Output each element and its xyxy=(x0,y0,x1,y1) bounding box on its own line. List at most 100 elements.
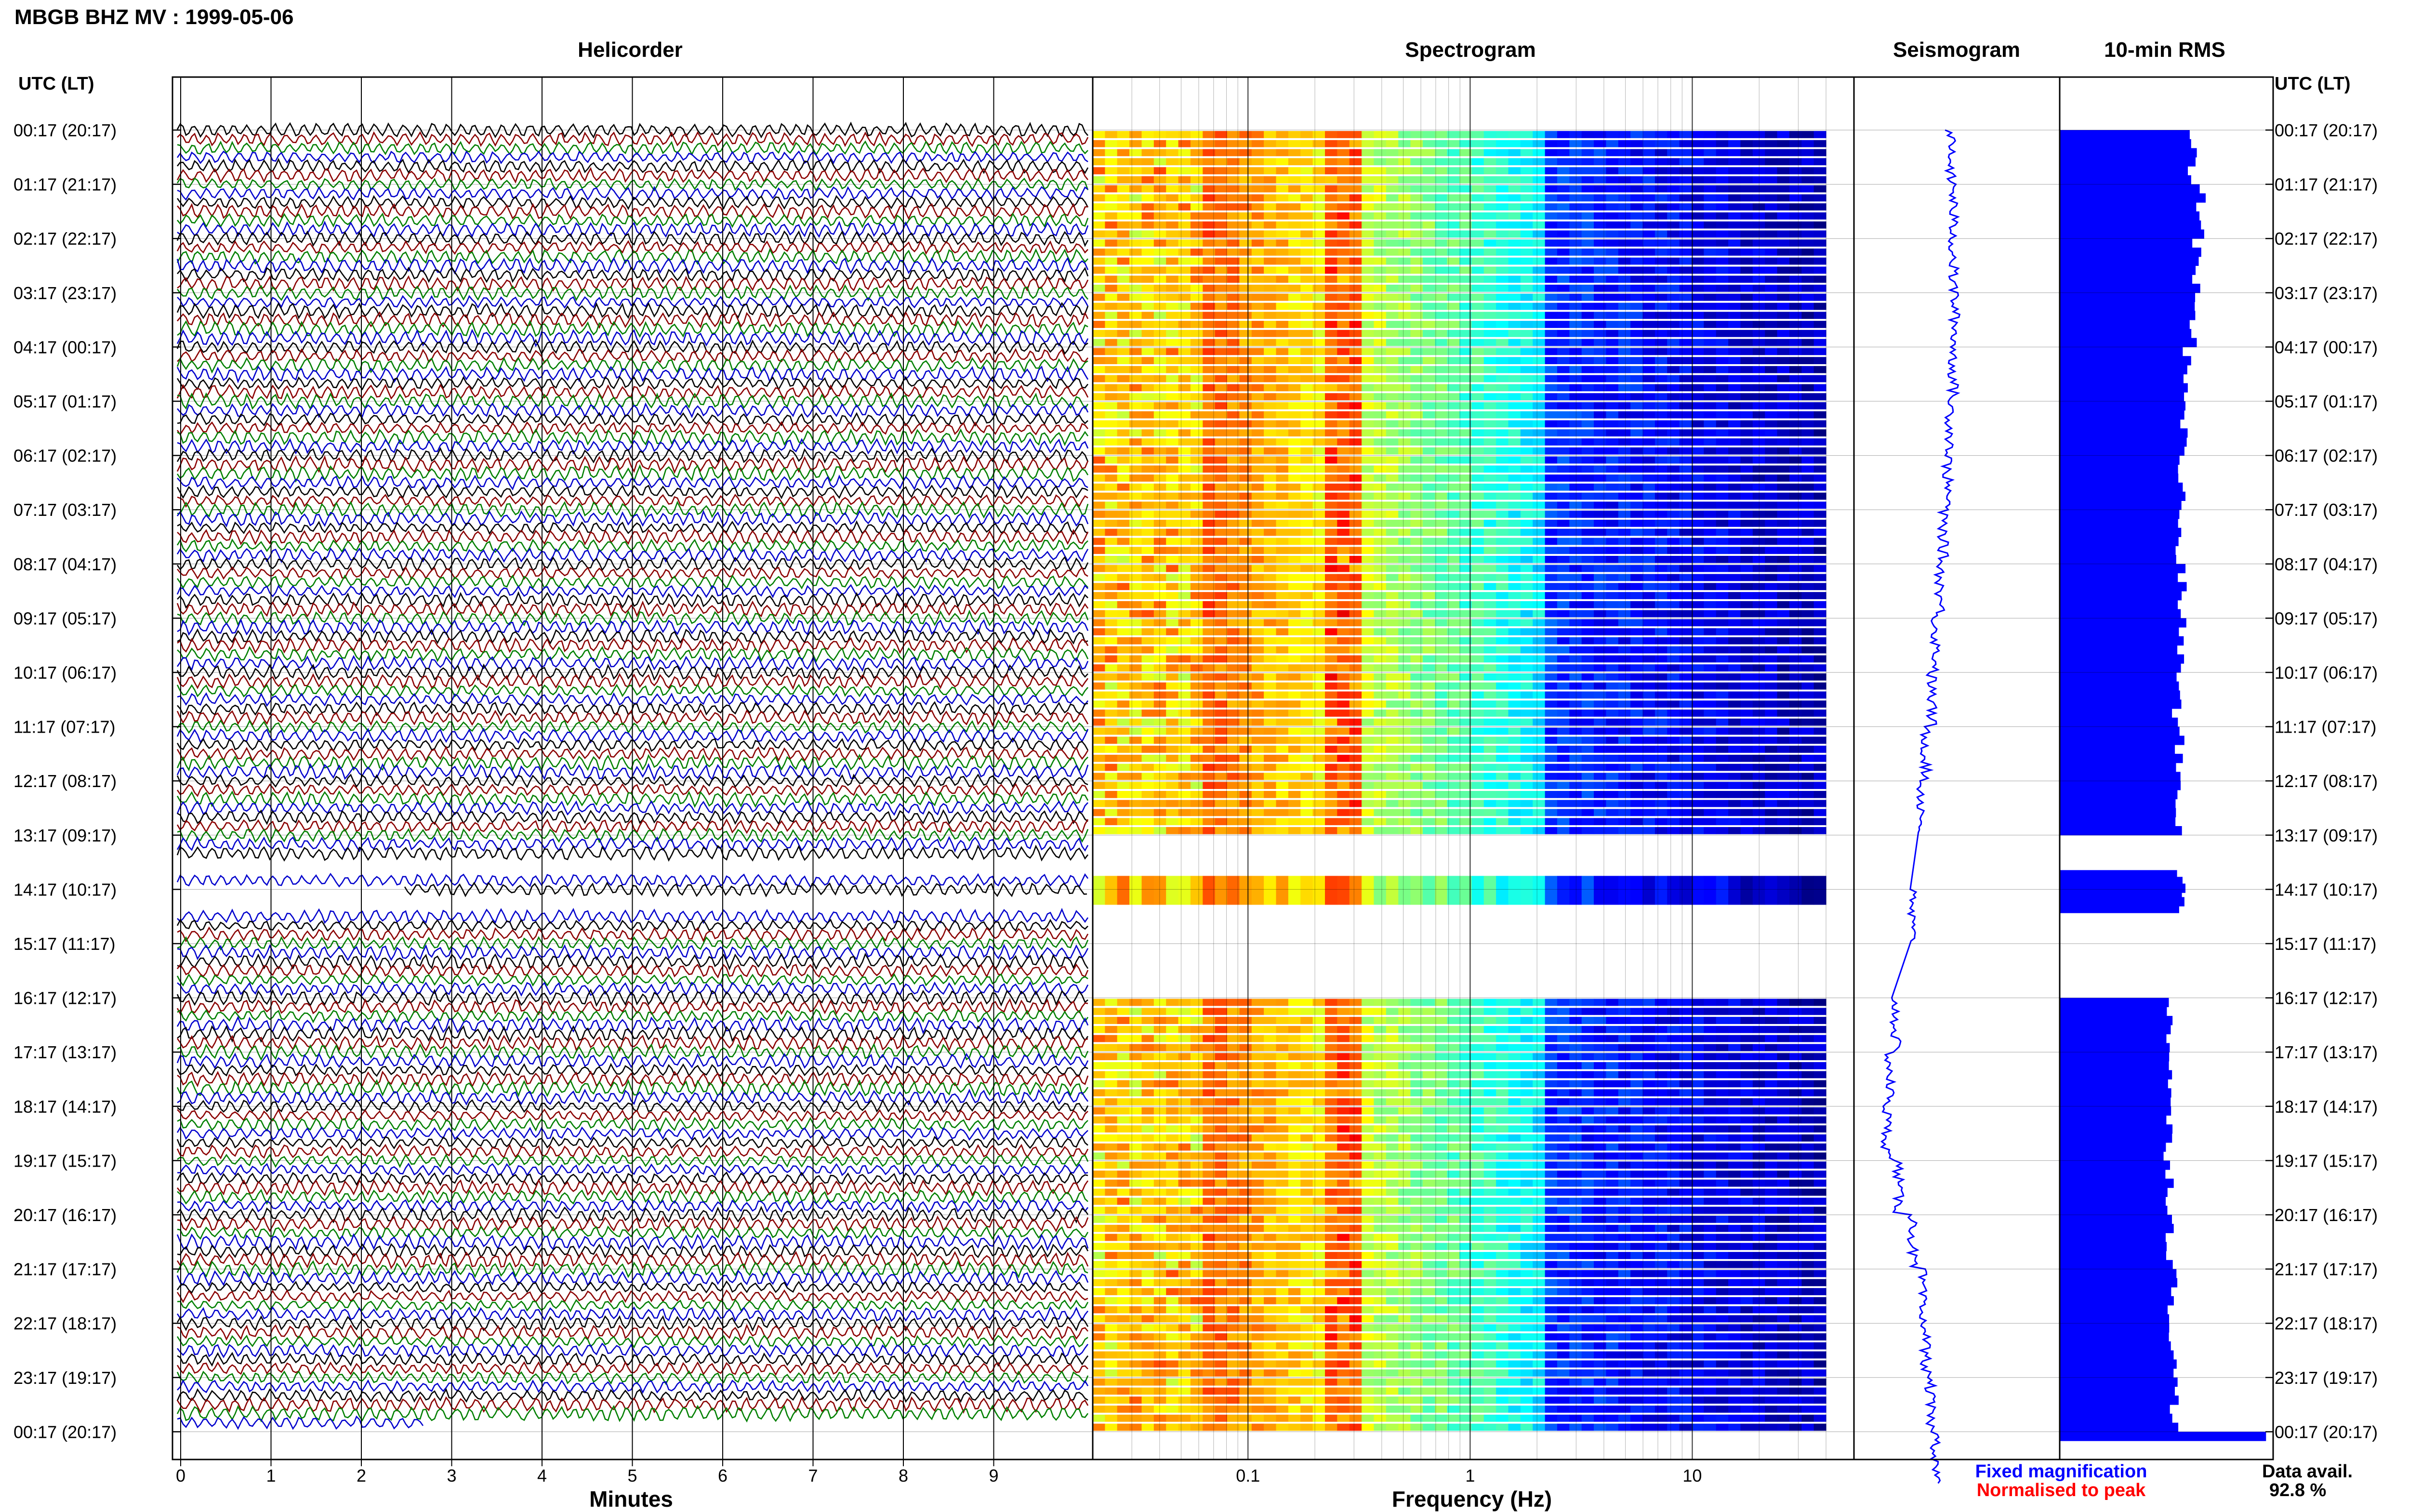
spectrogram-cell xyxy=(1300,375,1313,382)
spectrogram-cell xyxy=(1093,167,1105,174)
spectrogram-cell xyxy=(1496,348,1509,355)
spectrogram-cell xyxy=(1435,718,1448,726)
spectrogram-cell xyxy=(1471,754,1484,762)
spectrogram-cell xyxy=(1362,763,1375,771)
spectrogram-cell xyxy=(1374,384,1387,392)
spectrogram-cell xyxy=(1447,818,1460,826)
spectrogram-cell xyxy=(1545,773,1558,780)
spectrogram-cell xyxy=(1704,329,1717,337)
spectrogram-cell xyxy=(1362,827,1375,834)
spectrogram-cell xyxy=(1117,782,1130,789)
spectrogram-cell xyxy=(1129,610,1142,618)
spectrogram-cell xyxy=(1312,718,1325,726)
spectrogram-cell xyxy=(1227,411,1240,419)
spectrogram-cell xyxy=(1765,293,1778,301)
spectrogram-cell xyxy=(1459,293,1472,301)
spectrogram-cell xyxy=(1594,348,1606,355)
spectrogram-cell xyxy=(1227,791,1240,798)
spectrogram-cell xyxy=(1533,329,1546,337)
spectrogram-cell xyxy=(1203,185,1216,193)
spectrogram-cell xyxy=(1545,876,1558,905)
spectrogram-cell xyxy=(1349,429,1362,437)
spectrogram-cell xyxy=(1435,239,1448,247)
spectrogram-cell xyxy=(1215,754,1228,762)
spectrogram-cell xyxy=(1618,583,1631,591)
spectrogram-cell xyxy=(1483,827,1496,834)
spectrogram-cell xyxy=(1251,646,1264,654)
spectrogram-cell xyxy=(1740,293,1753,301)
spectrogram-cell xyxy=(1459,276,1472,283)
spectrogram-cell xyxy=(1251,664,1264,671)
spectrogram-cell xyxy=(1422,257,1435,265)
spectrogram-cell xyxy=(1765,818,1778,826)
spectrogram-cell xyxy=(1655,249,1668,256)
spectrogram-cell xyxy=(1642,601,1655,608)
spectrogram-cell xyxy=(1251,773,1264,780)
spectrogram-cell xyxy=(1288,492,1301,500)
spectrogram-cell xyxy=(1203,673,1216,681)
spectrogram-cell xyxy=(1337,366,1350,373)
spectrogram-cell xyxy=(1618,176,1631,184)
spectrogram-cell xyxy=(1618,194,1631,202)
spectrogram-cell xyxy=(1190,520,1203,527)
spectrogram-cell xyxy=(1752,547,1765,554)
spectrogram-cell xyxy=(1166,456,1179,464)
spectrogram-cell xyxy=(1398,339,1411,346)
spectrogram-cell xyxy=(1655,511,1668,518)
spectrogram-cell xyxy=(1374,393,1387,400)
spectrogram-cell xyxy=(1740,655,1753,663)
spectrogram-cell xyxy=(1190,673,1203,681)
spectrogram-cell xyxy=(1716,429,1729,437)
spectrogram-cell xyxy=(1752,483,1765,491)
spectrogram-cell xyxy=(1337,393,1350,400)
spectrogram-cell xyxy=(1166,321,1179,328)
spectrogram-cell xyxy=(1557,574,1570,581)
spectrogram-cell xyxy=(1349,682,1362,690)
spectrogram-cell xyxy=(1105,131,1118,138)
spectrogram-cell xyxy=(1435,673,1448,681)
spectrogram-cell xyxy=(1655,736,1668,744)
spectrogram-cell xyxy=(1630,646,1643,654)
spectrogram-cell xyxy=(1813,131,1827,138)
spectrogram-cell xyxy=(1569,474,1582,482)
spectrogram-cell xyxy=(1533,230,1546,238)
spectrogram-cell xyxy=(1789,185,1802,193)
spectrogram-cell xyxy=(1471,682,1484,690)
spectrogram-cell xyxy=(1398,773,1411,780)
spectrogram-cell xyxy=(1471,773,1484,780)
spectrogram-cell xyxy=(1728,348,1741,355)
spectrogram-cell xyxy=(1435,131,1448,138)
spectrogram-cell xyxy=(1239,664,1252,671)
spectrogram-cell xyxy=(1264,637,1277,644)
spectrogram-cell xyxy=(1239,257,1252,265)
spectrogram-cell xyxy=(1203,520,1216,527)
spectrogram-cell xyxy=(1117,230,1130,238)
spectrogram-cell xyxy=(1398,185,1411,193)
spectrogram-cell xyxy=(1422,474,1435,482)
spectrogram-cell xyxy=(1813,876,1827,905)
spectrogram-cell xyxy=(1447,547,1460,554)
spectrogram-cell xyxy=(1618,999,1631,1006)
spectrogram-cell xyxy=(1594,1008,1606,1015)
spectrogram-cell xyxy=(1153,818,1166,826)
spectrogram-cell xyxy=(1813,402,1827,409)
spectrogram-cell xyxy=(1471,601,1484,608)
spectrogram-cell xyxy=(1813,791,1827,798)
spectrogram-cell xyxy=(1374,818,1387,826)
spectrogram-cell xyxy=(1728,329,1741,337)
spectrogram-cell xyxy=(1349,140,1362,147)
spectrogram-cell xyxy=(1166,511,1179,518)
spectrogram-cell xyxy=(1386,212,1399,220)
spectrogram-cell xyxy=(1459,384,1472,392)
spectrogram-cell xyxy=(1337,763,1350,771)
spectrogram-cell xyxy=(1422,827,1435,834)
spectrogram-cell xyxy=(1141,447,1154,455)
spectrogram-cell xyxy=(1386,691,1399,699)
spectrogram-cell xyxy=(1557,628,1570,635)
spectrogram-cell xyxy=(1239,818,1252,826)
spectrogram-cell xyxy=(1679,682,1692,690)
spectrogram-cell xyxy=(1288,483,1301,491)
spectrogram-cell xyxy=(1300,538,1313,545)
spectrogram-cell xyxy=(1276,592,1289,599)
spectrogram-cell xyxy=(1337,501,1350,509)
